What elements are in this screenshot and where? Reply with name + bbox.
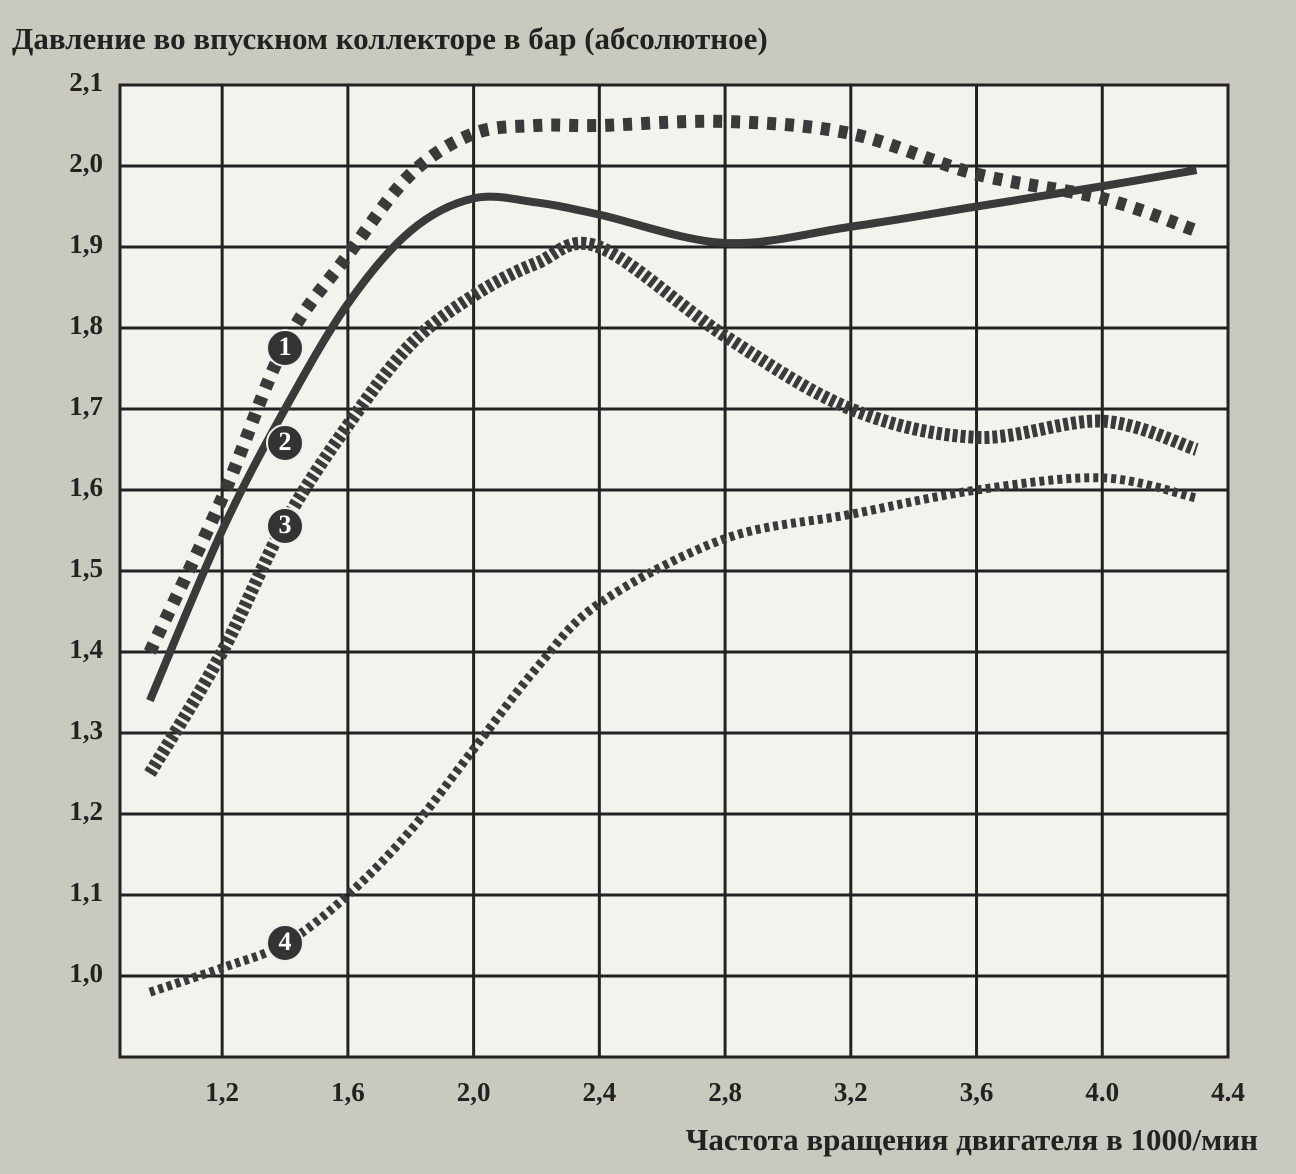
x-tick-label: 3,2 bbox=[834, 1077, 868, 1107]
series-label: 1 bbox=[279, 332, 292, 361]
series-line bbox=[144, 236, 1199, 777]
series-label: 4 bbox=[279, 927, 292, 956]
series-label-badge bbox=[266, 924, 304, 962]
x-tick-label: 1,2 bbox=[205, 1077, 239, 1107]
series-label-badge bbox=[266, 329, 304, 367]
y-tick-label: 1,0 bbox=[69, 958, 103, 988]
series-label-badge bbox=[266, 424, 304, 462]
series-label: 3 bbox=[279, 510, 292, 539]
y-tick-label: 1,8 bbox=[69, 310, 103, 340]
x-tick-label: 2,8 bbox=[708, 1077, 742, 1107]
x-tick-label: 1,6 bbox=[331, 1077, 365, 1107]
x-tick-label: 4.4 bbox=[1211, 1077, 1245, 1107]
y-tick-label: 1,1 bbox=[69, 877, 103, 907]
x-tick-label: 2,4 bbox=[582, 1077, 616, 1107]
x-tick-label: 2,0 bbox=[457, 1077, 491, 1107]
y-tick-label: 1,2 bbox=[69, 796, 103, 826]
y-tick-label: 2,1 bbox=[69, 67, 103, 97]
y-tick-label: 2,0 bbox=[69, 148, 103, 178]
series-line bbox=[148, 473, 1198, 997]
series-line bbox=[143, 114, 1199, 655]
x-tick-label: 4.0 bbox=[1085, 1077, 1119, 1107]
y-tick-label: 1,9 bbox=[69, 229, 103, 259]
series-label-badge bbox=[266, 507, 304, 545]
y-tick-label: 1,4 bbox=[69, 634, 103, 664]
x-axis-label: Частота вращения двигателя в 1000/мин bbox=[686, 1122, 1258, 1157]
y-tick-label: 1,3 bbox=[69, 715, 103, 745]
y-tick-label: 1,6 bbox=[69, 472, 103, 502]
y-tick-label: 1,5 bbox=[69, 553, 103, 583]
y-tick-label: 1,7 bbox=[69, 391, 103, 421]
series-label: 2 bbox=[279, 427, 292, 456]
x-tick-label: 3,6 bbox=[960, 1077, 994, 1107]
chart-title: Давление во впускном коллекторе в бар (а… bbox=[12, 21, 768, 56]
